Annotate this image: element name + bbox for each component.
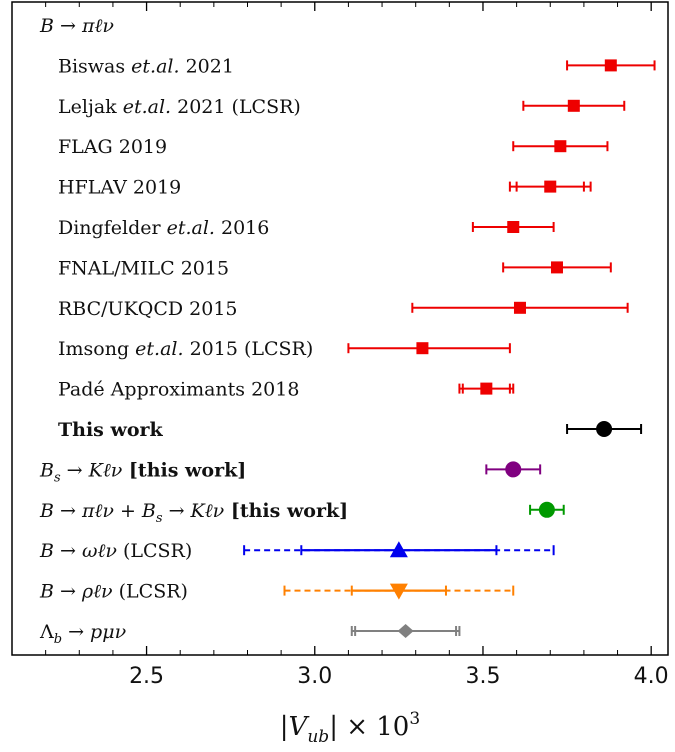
label-part: et.al. xyxy=(123,96,171,118)
measurement-row: Λb → pμν xyxy=(39,621,461,647)
label-part: → Kℓν xyxy=(163,500,225,522)
measurement-row: B → ωℓν (LCSR) xyxy=(39,540,555,562)
label-part: 2021 xyxy=(180,55,234,77)
measurement-row: B → πℓν + Bs → Kℓν [this work] xyxy=(39,500,565,526)
measurement-row: FLAG 2019 xyxy=(58,136,609,158)
row-label: FLAG 2019 xyxy=(58,136,167,158)
label-part: FLAG 2019 xyxy=(58,136,167,158)
label-part: This work xyxy=(58,419,164,441)
label-part: RBC/UKQCD 2015 xyxy=(58,298,238,320)
point-marker-square xyxy=(480,382,493,395)
x-axis: 2.5 3.0 3.5 4.0 xyxy=(45,2,669,689)
point-marker-square xyxy=(554,140,567,153)
row-label: RBC/UKQCD 2015 xyxy=(58,298,238,320)
axis-title-part: |V xyxy=(280,712,310,742)
x-axis-title: |Vub| × 103 xyxy=(280,709,420,747)
point-marker-square xyxy=(513,301,526,314)
label-part: Dingfelder xyxy=(58,217,167,239)
label-part: Padé Approximants 2018 xyxy=(58,379,299,401)
point-marker-circle xyxy=(505,461,522,478)
label-part: B → ρℓν xyxy=(39,581,113,603)
label-part: Λ xyxy=(39,621,54,643)
label-part: et.al. xyxy=(135,338,183,360)
label-part: 2021 (LCSR) xyxy=(171,96,301,118)
label-part: Imsong xyxy=(58,338,135,360)
label-part: (LCSR) xyxy=(117,540,192,562)
point-marker-square xyxy=(544,180,557,193)
data-rows: B → πℓν Biswas et.al. 2021 Leljak et.al. 2… xyxy=(39,15,656,647)
point-marker-circle xyxy=(596,421,613,437)
label-part: → xyxy=(61,459,89,481)
row-label: This work xyxy=(58,419,164,441)
row-label: B → ωℓν (LCSR) xyxy=(39,540,192,562)
measurement-row: RBC/UKQCD 2015 xyxy=(58,298,629,320)
row-label: Λb → pμν xyxy=(39,621,127,647)
label-part: → pμν xyxy=(62,621,127,643)
x-tick-label: 2.5 xyxy=(129,664,164,689)
measurement-row: This work xyxy=(58,419,643,441)
point-marker-square xyxy=(550,261,563,274)
label-part: (LCSR) xyxy=(113,581,188,603)
measurement-row: Dingfelder et.al. 2016 xyxy=(58,217,555,239)
label-part: [this work] xyxy=(122,459,246,481)
label-part: B → πℓν xyxy=(39,15,114,37)
point-marker-circle xyxy=(538,501,555,518)
measurement-row: Biswas et.al. 2021 xyxy=(58,55,656,77)
point-marker-square xyxy=(567,99,580,112)
row-label: B → ρℓν (LCSR) xyxy=(39,581,188,603)
x-tick-label: 3.0 xyxy=(297,664,332,689)
point-marker-triangle-up xyxy=(389,541,408,558)
label-part: B → ωℓν xyxy=(39,540,117,562)
measurement-row: HFLAV 2019 xyxy=(58,177,592,199)
label-part: Kℓν xyxy=(88,459,123,481)
x-tick-label: 4.0 xyxy=(634,664,669,689)
measurement-row: B → ρℓν (LCSR) xyxy=(39,581,515,603)
label-part: b xyxy=(54,632,62,647)
axis-title-part: | × 10 xyxy=(329,712,409,742)
label-part: 2015 (LCSR) xyxy=(184,338,314,360)
x-tick-label: 3.5 xyxy=(465,664,500,689)
row-label: Dingfelder et.al. 2016 xyxy=(58,217,269,239)
label-part: et.al. xyxy=(167,217,215,239)
label-part: B xyxy=(39,459,54,481)
row-label: B → πℓν + Bs → Kℓν [this work] xyxy=(39,500,348,526)
label-part: s xyxy=(156,511,163,526)
row-label: Padé Approximants 2018 xyxy=(58,379,299,401)
point-marker-triangle-down xyxy=(389,583,408,600)
plot-frame xyxy=(11,1,669,656)
row-label: Imsong et.al. 2015 (LCSR) xyxy=(58,338,313,360)
axis-title-part: ub xyxy=(307,727,329,747)
row-label: FNAL/MILC 2015 xyxy=(58,257,229,279)
point-marker-diamond xyxy=(397,624,414,638)
label-part: 2016 xyxy=(215,217,269,239)
label-part: Leljak xyxy=(58,96,123,118)
axis-title-part: 3 xyxy=(409,709,420,729)
row-label: B → πℓν xyxy=(39,15,114,37)
measurement-row: Leljak et.al. 2021 (LCSR) xyxy=(58,96,626,118)
row-label: HFLAV 2019 xyxy=(58,177,181,199)
label-part: et.al. xyxy=(131,55,179,77)
label-part: [this work] xyxy=(224,500,348,522)
point-marker-square xyxy=(507,221,520,233)
point-marker-square xyxy=(416,342,429,355)
measurement-row: Bs → Kℓν [this work] xyxy=(39,459,542,485)
group-header: B → πℓν xyxy=(39,15,114,37)
label-part: B → πℓν + B xyxy=(39,500,156,522)
point-marker-square xyxy=(604,59,617,72)
row-label: Biswas et.al. 2021 xyxy=(58,55,234,77)
measurement-row: Imsong et.al. 2015 (LCSR) xyxy=(58,338,511,360)
label-part: HFLAV 2019 xyxy=(58,177,181,199)
measurement-row: FNAL/MILC 2015 xyxy=(58,257,612,279)
label-part: FNAL/MILC 2015 xyxy=(58,257,229,279)
label-part: s xyxy=(54,470,61,485)
label-part: Biswas xyxy=(58,55,131,77)
row-label: Bs → Kℓν [this work] xyxy=(39,459,246,485)
row-label: Leljak et.al. 2021 (LCSR) xyxy=(58,96,301,118)
measurement-row: Padé Approximants 2018 xyxy=(58,379,515,401)
